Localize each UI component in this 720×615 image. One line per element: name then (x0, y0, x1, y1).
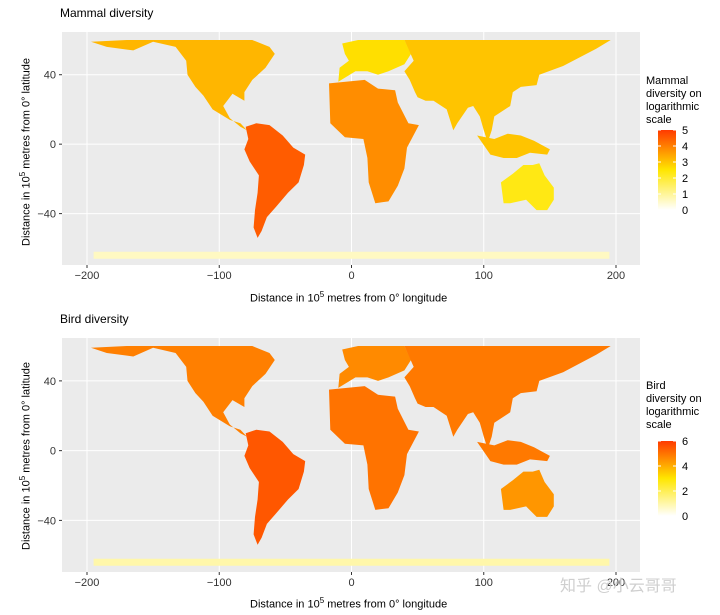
colorbar-label: 1 (682, 189, 688, 201)
ticks: −200 −100 0 100 200 −40 0 40 (37, 376, 625, 589)
region-north-america (91, 40, 275, 131)
region-north-america (91, 346, 275, 437)
x-tick-label: −200 (75, 577, 100, 589)
region-asia (404, 40, 611, 143)
region-europe (338, 40, 411, 82)
y-tick-label: 0 (50, 139, 56, 151)
colorbar-label: 4 (682, 141, 688, 153)
x-tick-label: 100 (475, 577, 493, 589)
region-south-america (244, 123, 306, 238)
y-tick-label: −40 (37, 209, 56, 221)
y-tick-label: 0 (50, 446, 56, 458)
x-tick-label: 200 (607, 270, 625, 282)
x-axis-title: Distance in 105 metres from 0° longitude (250, 596, 448, 611)
y-axis-title: Distance in 105 metres from 0° latitude (18, 57, 33, 246)
legend-title: Bird diversity on logarithmic scale (646, 380, 702, 431)
x-tick-label: 0 (348, 577, 354, 589)
bird-panel: Bird diversity −200 −100 0 100 200 −40 0 40 6 4 2 0… (0, 308, 720, 615)
x-tick-label: −100 (207, 270, 232, 282)
region-australia (500, 163, 554, 211)
legend-colorbar: 5 4 3 2 1 0 (658, 125, 688, 217)
colorbar-label: 3 (682, 157, 688, 169)
region-se-asia (477, 133, 550, 158)
colorbar-label: 6 (682, 436, 688, 448)
y-tick-label: 40 (44, 376, 56, 388)
mammal-legend: Mammal diversity on logarithmic scale (646, 75, 720, 127)
legend-colorbar: 6 4 2 0 (658, 436, 688, 523)
region-europe (338, 346, 411, 388)
y-tick-label: 40 (44, 70, 56, 82)
x-tick-label: 200 (607, 577, 625, 589)
colorbar-label: 4 (682, 461, 688, 473)
x-tick-label: 0 (348, 270, 354, 282)
colorbar-label: 5 (682, 125, 688, 137)
colorbar-label: 0 (682, 511, 688, 523)
colorbar-label: 2 (682, 173, 688, 185)
legend-title: Mammal diversity on logarithmic scale (646, 75, 702, 126)
bird-legend: Bird diversity on logarithmic scale (646, 380, 720, 432)
x-tick-label: 100 (475, 270, 493, 282)
mammal-map-plot: −200 −100 0 100 200 −40 0 40 5 4 3 2 1 0 (37, 32, 688, 282)
y-axis-title: Distance in 105 metres from 0° latitude (18, 361, 33, 550)
continents (91, 346, 611, 566)
panel-title: Bird diversity (60, 312, 129, 326)
ticks: −200 −100 0 100 200 −40 0 40 (37, 70, 625, 282)
region-antarctica (93, 558, 610, 566)
colorbar-label: 0 (682, 205, 688, 217)
watermark: 知乎 @小云哥哥 (560, 578, 677, 595)
region-australia (500, 469, 554, 517)
colorbar (658, 130, 676, 210)
continents (91, 40, 611, 259)
colorbar-label: 2 (682, 486, 688, 498)
colorbar (658, 441, 676, 516)
panel-title: Mammal diversity (60, 6, 154, 20)
mammal-panel: Mammal diversity −200 −100 0 100 200 −40 0 40 5 4… (18, 6, 720, 305)
x-tick-label: −200 (75, 270, 100, 282)
x-axis-title: Distance in 105 metres from 0° longitude (250, 290, 448, 305)
gridlines (62, 32, 640, 265)
region-antarctica (93, 251, 610, 259)
y-tick-label: −40 (37, 515, 56, 527)
region-africa (329, 386, 419, 510)
region-asia (404, 346, 611, 449)
region-se-asia (477, 440, 550, 465)
region-africa (329, 79, 419, 204)
region-south-america (244, 429, 306, 545)
bird-map-plot: −200 −100 0 100 200 −40 0 40 6 4 2 0 (37, 338, 688, 589)
x-tick-label: −100 (207, 577, 232, 589)
